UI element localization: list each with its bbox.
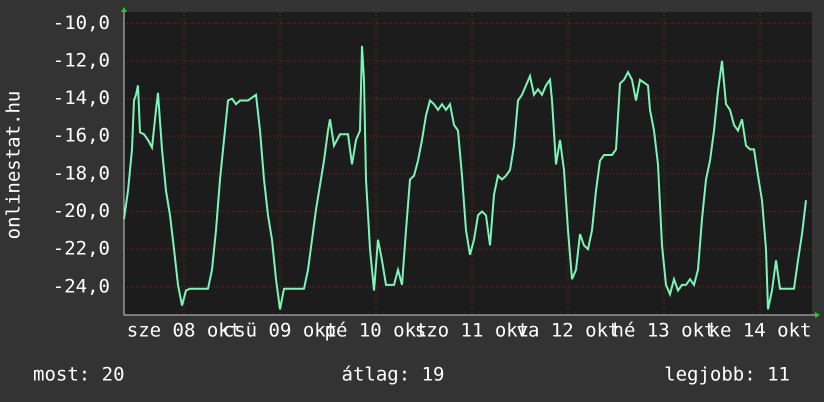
y-tick-label: -24,0 <box>53 275 110 297</box>
y-tick-label: -16,0 <box>53 125 110 147</box>
y-tick-label: -14,0 <box>53 87 110 109</box>
y-tick-label: -12,0 <box>53 49 110 71</box>
y-tick-label: -18,0 <box>53 162 110 184</box>
x-tick-label: va 12 okt <box>517 320 620 342</box>
x-tick-label: szo 11 okt <box>415 320 529 342</box>
y-arrow <box>121 7 127 12</box>
x-tick-label: pé 10 okt <box>325 320 428 342</box>
plot-area <box>124 12 812 315</box>
footer-average: átlag: 19 <box>342 364 445 386</box>
y-tick-label: -22,0 <box>53 238 110 260</box>
marks <box>123 45 807 310</box>
y-axis-label: onlinestat.hu <box>3 91 25 240</box>
x-tick-label: csü 09 okt <box>223 320 337 342</box>
x-tick-label: sze 08 okt <box>127 320 241 342</box>
x-tick-label: ke 14 okt <box>709 320 812 342</box>
x-arrow <box>815 312 820 318</box>
footer-best: legjobb: 11 <box>664 364 790 386</box>
data-line <box>123 45 807 310</box>
footer-current: most: 20 <box>33 364 125 386</box>
y-tick-label: -20,0 <box>53 200 110 222</box>
y-tick-label: -10,0 <box>53 12 110 34</box>
x-tick-label: hé 13 okt <box>613 320 716 342</box>
